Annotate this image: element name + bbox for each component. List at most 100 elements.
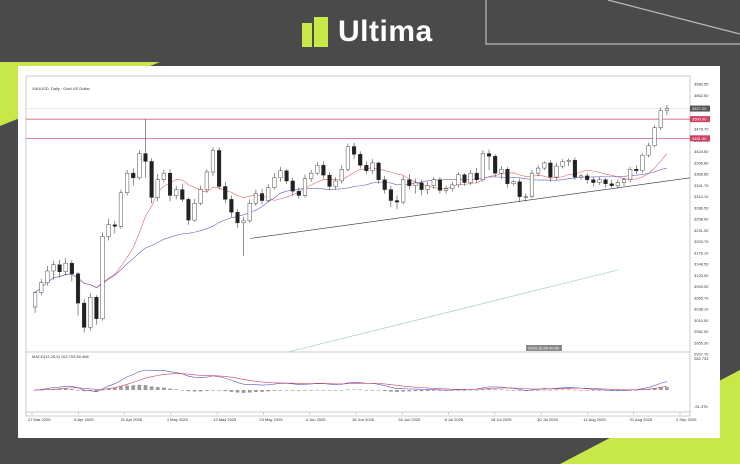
candle-body <box>517 181 522 197</box>
candle-body <box>603 179 608 184</box>
macd-histogram-bar <box>223 390 228 392</box>
candle-body <box>572 160 577 178</box>
macd-histogram-bar <box>211 390 215 391</box>
candle-body <box>309 172 314 179</box>
macd-histogram-bar <box>352 389 356 390</box>
candle-body <box>382 179 387 190</box>
candle-body <box>486 153 492 157</box>
x-tick-label: 18 Jul 2025 <box>491 417 512 422</box>
x-tick-label: 26 Jun 2025 <box>398 417 421 422</box>
candle-body <box>272 177 277 188</box>
macd-histogram-bar <box>487 389 491 390</box>
macd-histogram-bar <box>616 390 620 391</box>
macd-histogram-bar <box>82 390 86 392</box>
candle-body <box>315 165 320 174</box>
macd-signal-line <box>35 373 667 391</box>
candle-body <box>493 156 498 174</box>
macd-histogram-bar <box>389 390 393 392</box>
candle-body <box>217 150 222 187</box>
candle-body <box>112 224 117 227</box>
price-tick-label: 3368.85 <box>694 172 709 177</box>
candle-body <box>33 292 38 308</box>
candle-body <box>419 182 424 190</box>
macd-histogram-bar <box>33 390 37 391</box>
candle-body <box>585 175 590 180</box>
candle-body <box>413 182 418 186</box>
macd-histogram-bar <box>333 390 338 391</box>
macd-histogram-bar <box>395 390 399 392</box>
macd-histogram-bar <box>241 390 246 393</box>
moving-average-long <box>287 269 619 353</box>
macd-histogram-bar <box>542 389 547 391</box>
macd-histogram-bar <box>247 390 252 393</box>
macd-histogram-bar <box>186 390 191 392</box>
candle-body <box>579 175 584 178</box>
price-tick-label: 3038.10 <box>694 307 709 312</box>
candle-body <box>143 153 148 162</box>
candle-body <box>186 199 191 221</box>
macd-histogram-bar <box>370 390 375 391</box>
price-tick-label: 3120.90 <box>694 273 709 278</box>
candle-body <box>444 188 449 191</box>
candle-body <box>468 172 473 183</box>
candle-body <box>204 171 209 190</box>
macd-histogram-bar <box>229 390 234 392</box>
candle-body <box>296 190 301 196</box>
macd-histogram-bar <box>573 389 577 391</box>
macd-histogram-bar <box>149 386 154 390</box>
macd-histogram-bar <box>315 389 320 391</box>
macd-histogram-bar <box>646 388 651 390</box>
candle-body <box>247 203 252 222</box>
price-tick-label: 3258.90 <box>694 217 709 222</box>
price-tick-label: 2955.30 <box>694 340 709 345</box>
candle-body <box>609 183 614 186</box>
candle-body <box>542 162 547 169</box>
crosshair-label-bg <box>526 345 562 351</box>
macd-histogram-bar <box>278 390 283 391</box>
macd-histogram-bar <box>456 390 461 391</box>
macd-histogram-bar <box>462 390 467 391</box>
candle-body <box>321 165 326 176</box>
candle-body <box>106 224 111 237</box>
macd-histogram-bar <box>327 390 332 391</box>
candle-body <box>284 170 289 182</box>
macd-histogram-bar <box>579 389 583 391</box>
macd-histogram-bar <box>554 389 559 391</box>
chart-card: 3580.553562.503533.603507.203479.703451.… <box>18 66 720 438</box>
x-tick-label: 1 May 2025 <box>167 417 189 422</box>
macd-label: MACD(12,26,9) 102.703 60.466 <box>32 354 89 359</box>
current-price-label: 3527.00 <box>692 106 707 111</box>
candle-body <box>646 145 651 156</box>
macd-histogram-bar <box>585 390 590 391</box>
price-tick-label: 3580.55 <box>694 82 709 87</box>
candle-body <box>278 170 283 179</box>
candle-body <box>94 297 99 319</box>
price-tick-label: 3562.50 <box>694 93 709 98</box>
candle-body <box>664 108 669 111</box>
macd-histogram-bar <box>419 390 424 392</box>
candle-body <box>180 189 185 200</box>
candle-body <box>370 162 375 171</box>
macd-histogram-bar <box>468 389 473 391</box>
candle-body <box>621 179 627 183</box>
macd-histogram-bar <box>339 390 344 391</box>
macd-histogram-bar <box>382 390 387 392</box>
macd-histogram-bar <box>364 389 369 391</box>
moving-average-10 <box>34 153 668 293</box>
brand-logo: Ultima <box>302 14 433 50</box>
x-tick-label: 16 Jun 2025 <box>352 417 375 422</box>
macd-histogram-bar <box>217 390 221 391</box>
price-tick-label: 3479.70 <box>694 127 709 132</box>
candle-body <box>118 192 123 227</box>
candle-body <box>235 212 240 224</box>
candle-body <box>640 154 645 171</box>
price-tick-label: 3341.70 <box>694 183 709 188</box>
chart-title: XAUUSD, Daily : Gold US Dollar <box>32 86 90 91</box>
macd-histogram-bar <box>100 389 105 391</box>
macd-histogram-bar <box>125 385 129 390</box>
candle-body <box>88 297 93 328</box>
macd-histogram-bar <box>94 390 99 392</box>
macd-histogram-bar <box>260 390 264 392</box>
x-tick-label: 23 May 2025 <box>259 417 283 422</box>
resistance-price-label-bg <box>690 116 710 123</box>
